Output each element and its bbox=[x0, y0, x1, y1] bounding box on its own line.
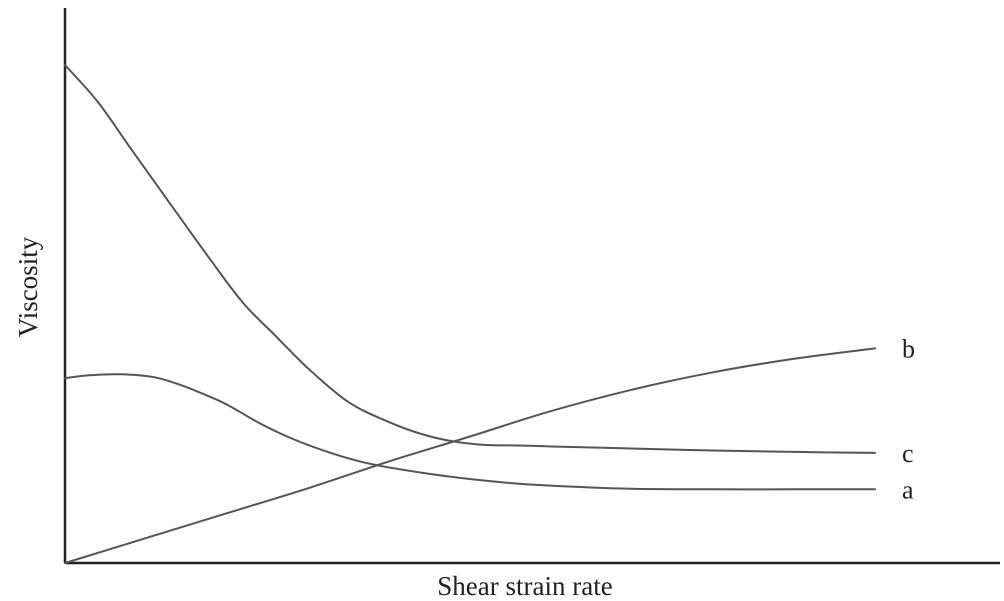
plot-lines bbox=[64, 64, 876, 564]
series-line-b bbox=[64, 347, 876, 564]
series-labels: a b c bbox=[902, 334, 915, 504]
series-label-b: b bbox=[902, 334, 915, 363]
y-axis-label: Viscosity bbox=[13, 236, 43, 337]
series-line-a bbox=[64, 373, 876, 491]
x-axis-label: Shear strain rate bbox=[437, 571, 612, 601]
series-label-c: c bbox=[902, 439, 914, 468]
axes bbox=[63, 8, 1000, 565]
series-label-a: a bbox=[902, 475, 914, 504]
series-line-c bbox=[64, 64, 876, 454]
